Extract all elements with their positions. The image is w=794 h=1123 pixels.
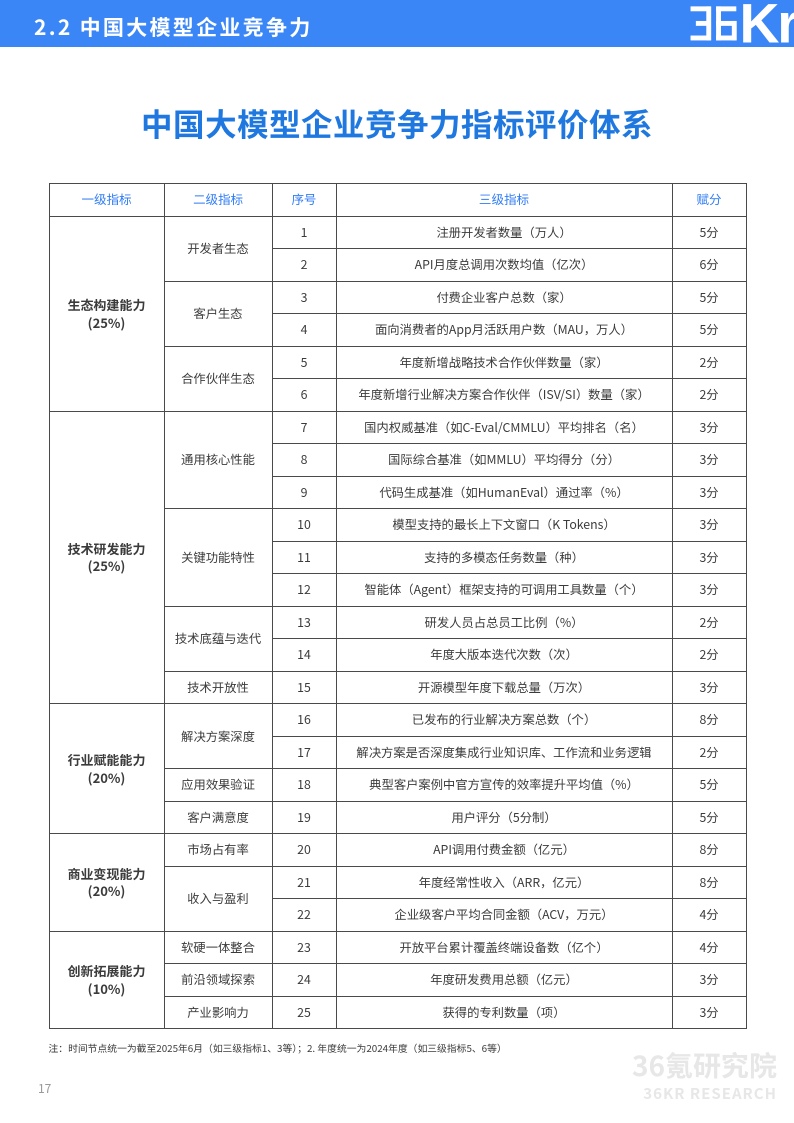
svg-text:Kr: Kr [739, 0, 794, 47]
